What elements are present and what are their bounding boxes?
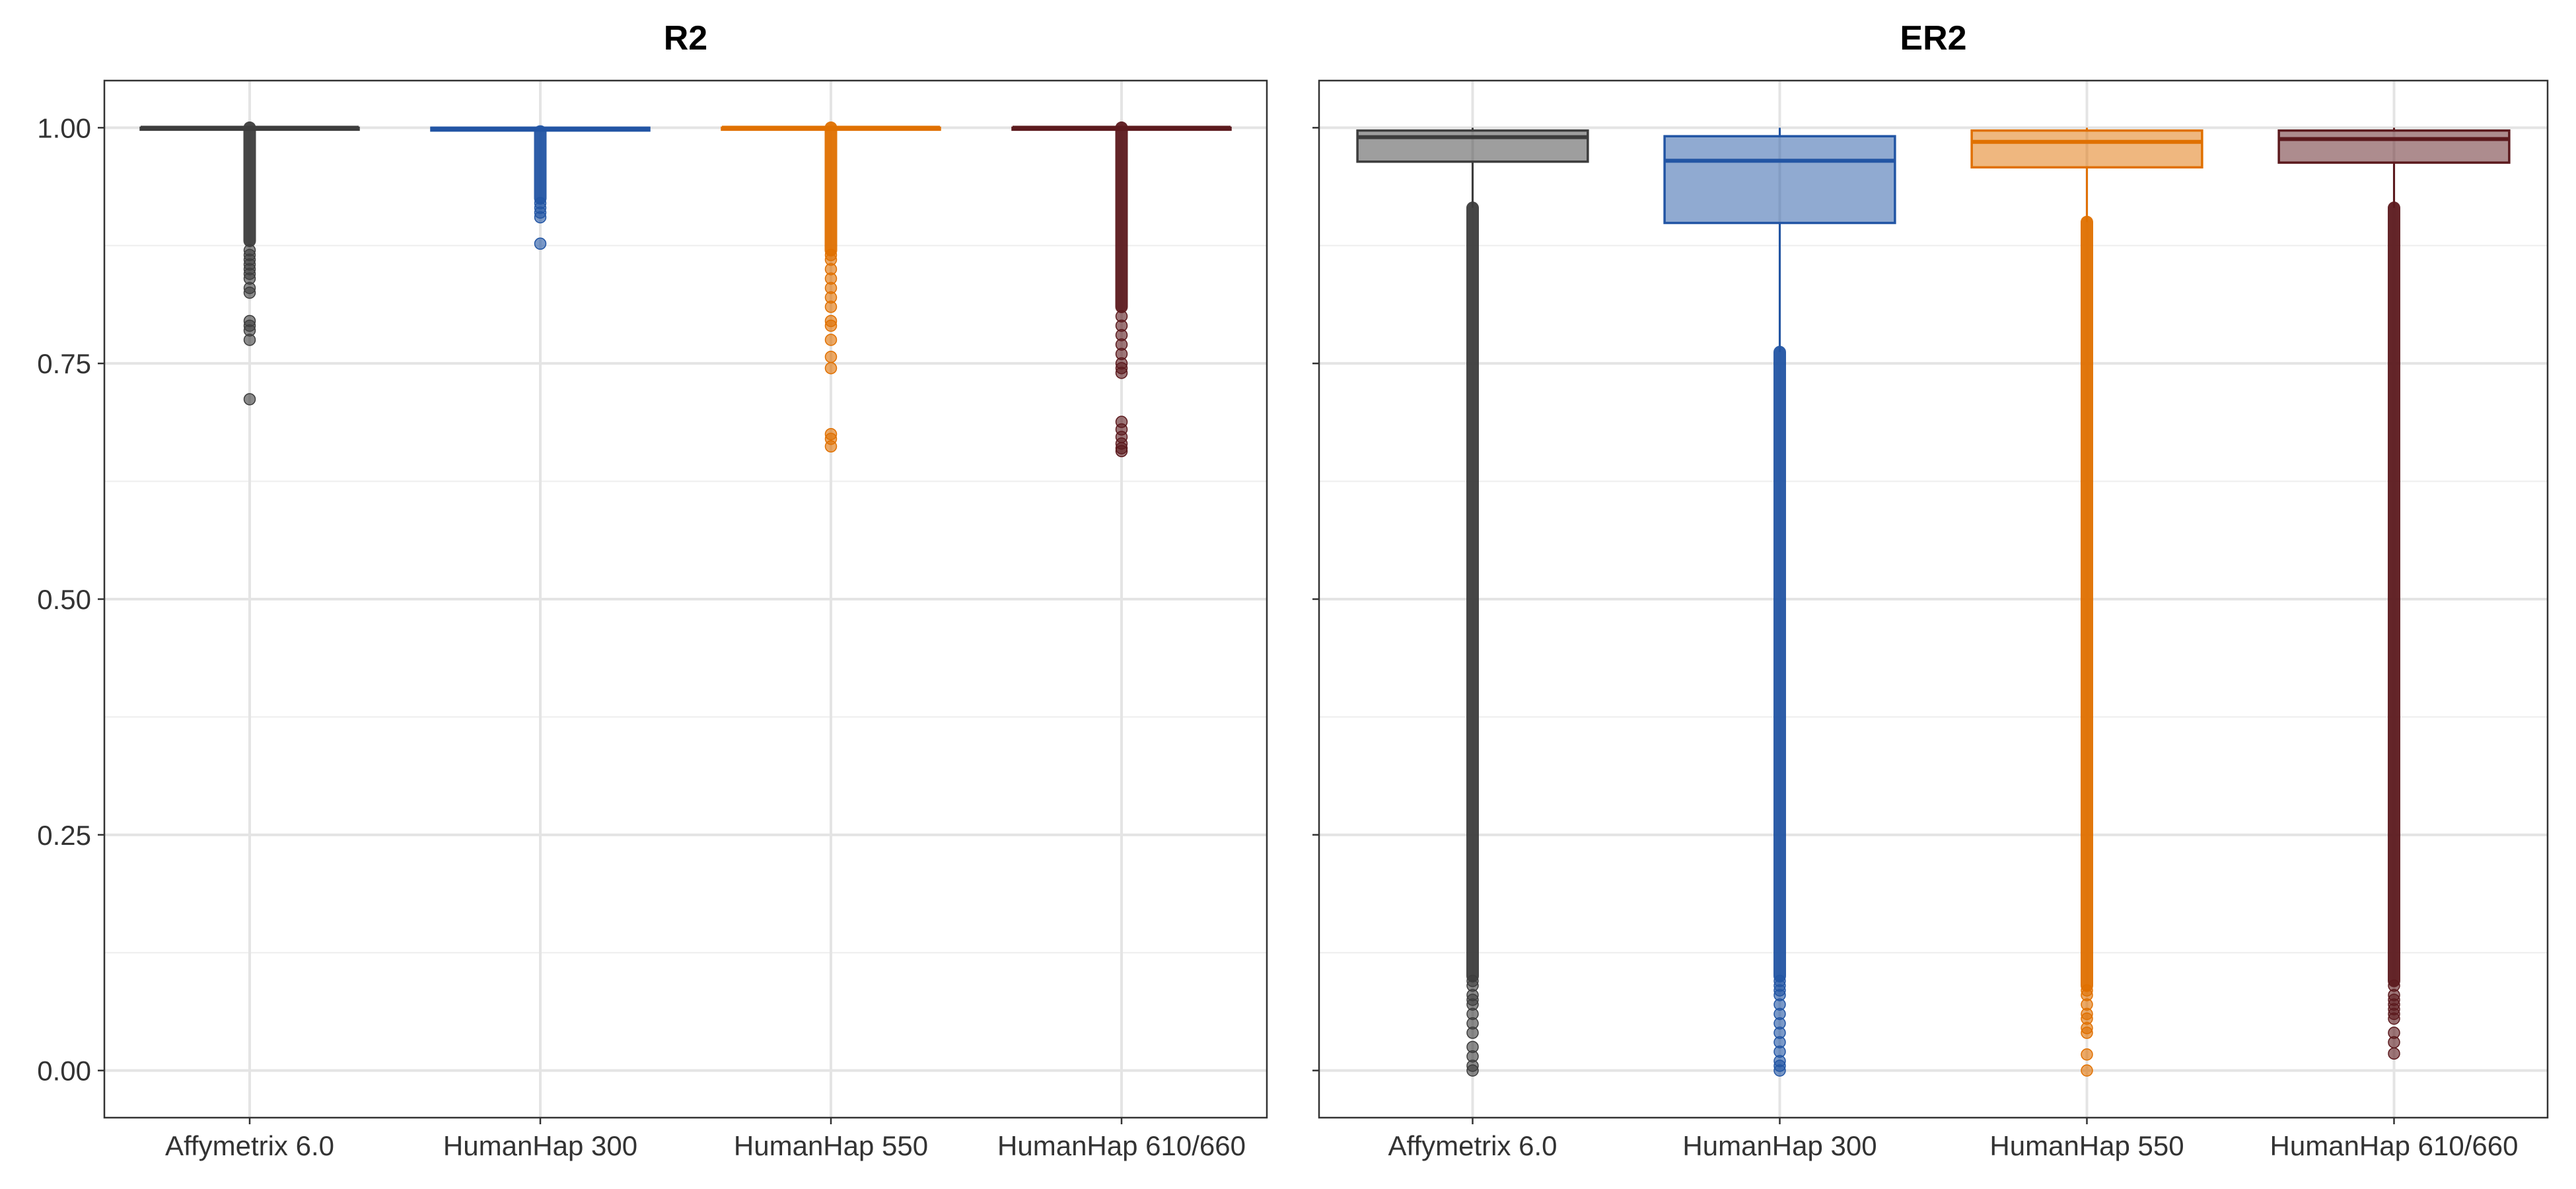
grid bbox=[104, 81, 1267, 1118]
y-tick-label: 1.00 bbox=[37, 112, 91, 143]
outlier-point bbox=[2081, 1064, 2093, 1077]
panel-er2: ER2 Affymetrix 6.0 HumanHap 300 HumanHap 55… bbox=[1312, 19, 2549, 1161]
series-humanhap-610-660 bbox=[2277, 127, 2511, 1060]
outlier-point bbox=[243, 286, 256, 299]
box bbox=[1970, 129, 2203, 169]
x-tick-label: HumanHap 300 bbox=[443, 1130, 637, 1161]
outlier-point bbox=[824, 319, 838, 332]
outlier-point bbox=[824, 350, 838, 363]
x-tick-label: HumanHap 610/660 bbox=[2270, 1130, 2519, 1161]
y-tick-label: 0.75 bbox=[37, 348, 91, 379]
panel-title: R2 bbox=[664, 19, 707, 57]
outlier-point bbox=[1115, 367, 1128, 379]
outlier-point bbox=[824, 362, 838, 375]
panel-r2: R2 0.00 0.25 0.50 0.75 1.00 Affymetrix 6.0 Huma… bbox=[37, 19, 1268, 1161]
series-humanhap-300 bbox=[1663, 127, 1896, 1077]
x-tick-label: HumanHap 550 bbox=[1989, 1130, 2184, 1161]
outlier-point bbox=[2081, 1027, 2093, 1039]
x-tick-label: Affymetrix 6.0 bbox=[165, 1130, 334, 1161]
series-affymetrix-6-0 bbox=[1356, 127, 1589, 1077]
x-tick-label: Affymetrix 6.0 bbox=[1388, 1130, 1557, 1161]
outlier-point bbox=[534, 237, 547, 250]
series-humanhap-300 bbox=[430, 125, 651, 250]
outlier-point bbox=[2388, 1036, 2400, 1049]
grid bbox=[1319, 81, 2548, 1118]
series-humanhap-550 bbox=[1970, 127, 2203, 1077]
outlier-point bbox=[1773, 1064, 1786, 1077]
x-tick-label: HumanHap 610/660 bbox=[997, 1130, 1246, 1161]
series-humanhap-610-660 bbox=[1011, 121, 1232, 458]
y-tick-label: 0.25 bbox=[37, 820, 91, 851]
outlier-point bbox=[1466, 1027, 1479, 1039]
x-tick-label: HumanHap 300 bbox=[1682, 1130, 1877, 1161]
outlier-point bbox=[243, 334, 256, 346]
box bbox=[1663, 135, 1896, 225]
y-tick-label: 0.50 bbox=[37, 584, 91, 615]
series-humanhap-550 bbox=[721, 121, 941, 453]
outlier-point bbox=[2388, 1047, 2400, 1060]
series-affymetrix-6-0 bbox=[139, 121, 360, 406]
x-tick-label: HumanHap 550 bbox=[734, 1130, 928, 1161]
box bbox=[2277, 129, 2511, 164]
outlier-point bbox=[534, 211, 547, 224]
outlier-point bbox=[824, 334, 838, 346]
outlier-point bbox=[2081, 1048, 2093, 1061]
outlier-point bbox=[824, 440, 838, 453]
outlier-point bbox=[2388, 1012, 2400, 1025]
panel-title: ER2 bbox=[1900, 19, 1966, 57]
outlier-point bbox=[1115, 445, 1128, 458]
outlier-point bbox=[1466, 1064, 1479, 1077]
y-tick-label: 0.00 bbox=[37, 1056, 91, 1087]
outlier-point bbox=[824, 301, 838, 313]
outlier-point bbox=[243, 393, 256, 406]
